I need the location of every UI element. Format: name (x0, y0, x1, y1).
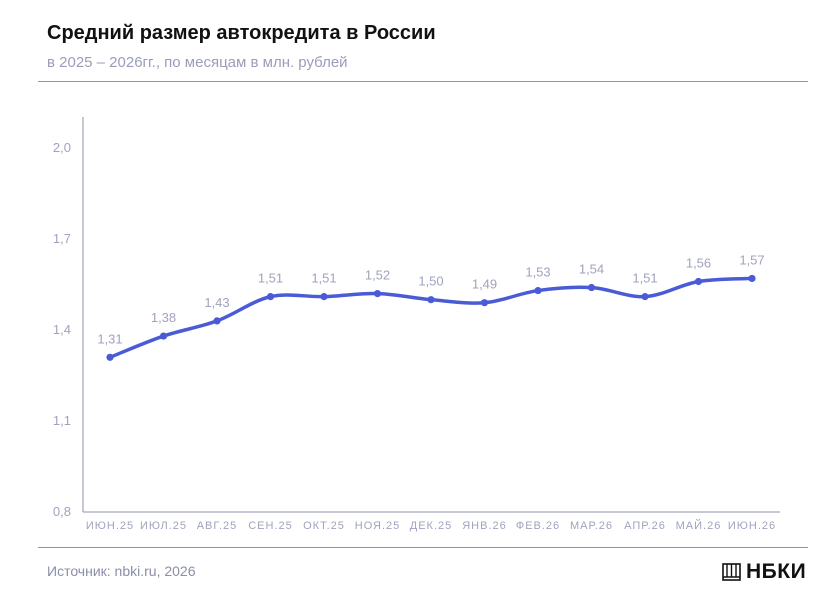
y-tick-label: 2,0 (53, 140, 71, 155)
data-label: 1,51 (632, 271, 657, 286)
data-label: 1,57 (739, 252, 764, 267)
chart-title: Средний размер автокредита в России (47, 22, 436, 44)
x-tick-label: СЕН.25 (248, 520, 293, 532)
x-tick-labels: ИЮН.25 ИЮЛ.25 АВГ.25 СЕН.25 ОКТ.25 НОЯ.25 ДЕК.… (86, 519, 776, 532)
data-point (373, 290, 382, 298)
data-point (587, 283, 596, 292)
chart-subtitle: в 2025 – 2026гг., по месяцам в млн. рубл… (47, 54, 348, 71)
data-label: 1,49 (472, 277, 497, 292)
y-tick-label: 0,8 (53, 504, 71, 519)
data-label: 1,43 (204, 295, 229, 310)
y-tick-label: 1,7 (53, 231, 71, 246)
data-point (213, 317, 221, 325)
source-note: Источник: nbki.ru, 2026 (47, 563, 196, 579)
data-label: 1,31 (97, 331, 122, 346)
x-tick-label: ОКТ.25 (303, 520, 345, 532)
data-point (534, 286, 542, 295)
x-tick-label: ИЮН.25 (86, 520, 134, 532)
header-divider (38, 81, 808, 82)
logo-text: НБКИ (746, 560, 807, 583)
y-tick-label: 1,1 (53, 413, 71, 428)
nbki-logo: НБКИ (722, 560, 806, 584)
data-points (106, 274, 756, 361)
data-point (427, 296, 435, 304)
y-tick-label: 1,4 (53, 322, 71, 337)
x-tick-label: ИЮЛ.25 (140, 520, 187, 532)
data-point (480, 299, 489, 307)
data-point (320, 293, 328, 301)
data-point (748, 274, 756, 283)
data-point (266, 293, 275, 301)
data-point (641, 293, 649, 301)
x-tick-label: МАЙ.26 (676, 519, 722, 532)
data-label: 1,38 (151, 310, 176, 325)
x-tick-label: АПР.26 (624, 520, 666, 532)
data-label: 1,54 (579, 262, 604, 277)
footer-divider (38, 547, 808, 548)
data-point (694, 277, 703, 286)
x-tick-label: НОЯ.25 (355, 520, 401, 532)
x-tick-label: ИЮН.26 (728, 520, 776, 532)
data-labels: 1,31 1,38 1,43 1,51 1,51 1,52 1,50 1,49 1,53 1,54… (97, 252, 764, 346)
data-point (106, 353, 114, 361)
x-tick-label: ФЕВ.26 (516, 520, 560, 532)
data-label: 1,51 (311, 271, 336, 286)
y-tick-labels: 0,8 1,1 1,4 1,7 2,0 (53, 140, 71, 519)
series-line (108, 276, 754, 360)
data-label: 1,52 (365, 268, 390, 283)
data-label: 1,53 (525, 265, 550, 280)
data-label: 1,51 (258, 271, 283, 286)
data-label: 1,56 (686, 255, 711, 270)
x-tick-label: ДЕК.25 (410, 520, 453, 532)
x-tick-label: ЯНВ.26 (462, 520, 507, 532)
data-point (159, 332, 168, 340)
x-tick-label: МАР.26 (570, 520, 613, 532)
nbki-logo-icon (722, 563, 741, 581)
data-label: 1,50 (418, 274, 443, 289)
x-tick-label: АВГ.25 (197, 520, 238, 532)
